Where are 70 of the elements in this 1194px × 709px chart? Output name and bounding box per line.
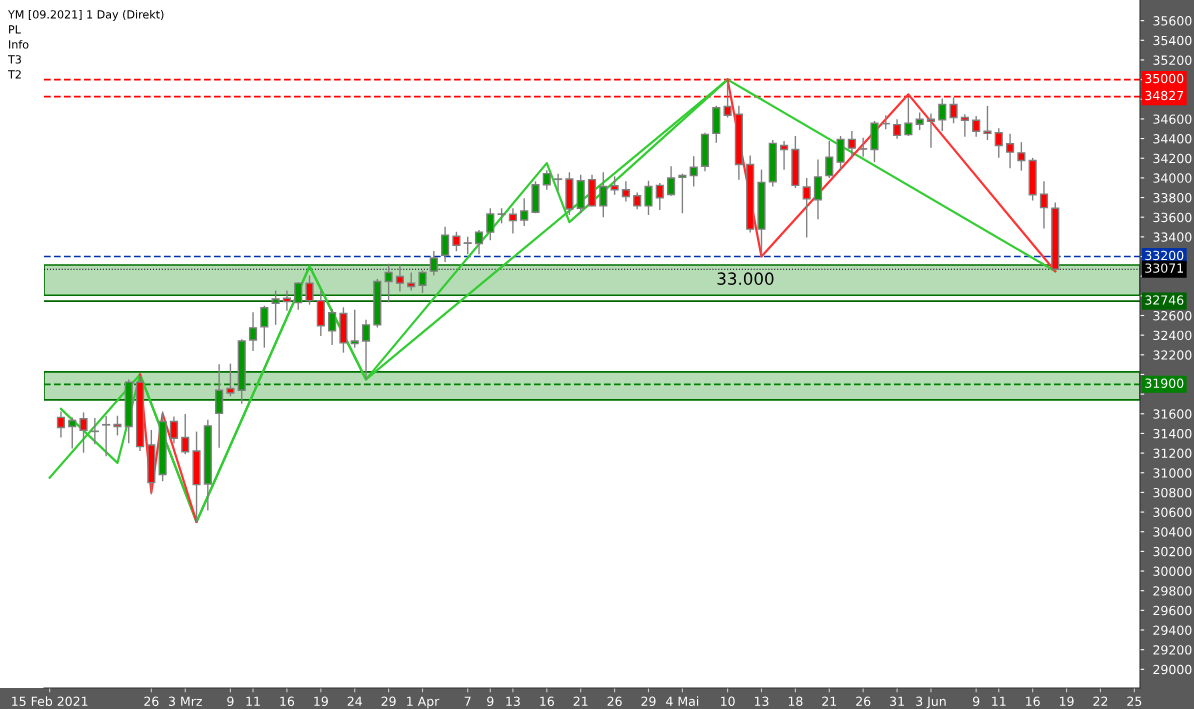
- y-tick-label: 34000: [1153, 173, 1192, 183]
- x-tick-label: 13: [506, 696, 520, 707]
- y-tick-label: 29400: [1153, 625, 1192, 635]
- text: T2: [7, 70, 21, 79]
- y-tick-label: 35400: [1153, 35, 1192, 46]
- ref-line-label: 33071: [1145, 263, 1183, 273]
- ref-line-label: 34827: [1145, 90, 1184, 101]
- x-tick-label: 10: [721, 696, 735, 707]
- x-tick-label: 31: [890, 696, 904, 707]
- x-tick-label: 21: [573, 696, 588, 706]
- x-tick-label: 11: [992, 696, 1006, 706]
- y-tick-label: 35600: [1153, 16, 1192, 26]
- y-tick-label: 31200: [1153, 448, 1192, 459]
- x-tick-label: 13: [754, 696, 769, 707]
- x-tick-label: 22: [1093, 696, 1108, 706]
- y-tick-label: 32600: [1153, 310, 1192, 321]
- y-tick-label: 32400: [1153, 330, 1192, 341]
- x-tick-label: 26: [144, 696, 159, 707]
- y-tick-label: 30800: [1153, 487, 1192, 498]
- x-tick-label: 29: [641, 696, 656, 707]
- ref-line-label: 35000: [1145, 73, 1184, 84]
- text: Info: [9, 40, 29, 49]
- x-tick-label: 24: [347, 696, 362, 706]
- x-tick-label: 18: [788, 696, 803, 707]
- x-tick-label: 9: [227, 696, 234, 707]
- y-tick-label: 30200: [1153, 546, 1192, 557]
- y-tick-label: 29600: [1153, 605, 1192, 616]
- y-tick-label: 29800: [1153, 586, 1192, 596]
- text: YM [09.2021] 1 Day (Direkt): [7, 10, 164, 21]
- x-tick-label: 15 Feb 2021: [12, 696, 88, 707]
- x-tick-label: 19: [1059, 696, 1074, 707]
- y-tick-label: 34600: [1153, 114, 1192, 124]
- y-tick-label: 33800: [1153, 193, 1192, 203]
- x-tick-label: 16: [540, 696, 554, 707]
- y-tick-label: 30600: [1153, 507, 1192, 517]
- x-tick-label: 21: [822, 696, 837, 706]
- x-tick-label: 4 Mai: [666, 696, 699, 707]
- y-tick-label: 34400: [1153, 134, 1192, 144]
- x-tick-label: 9: [487, 696, 494, 707]
- x-tick-label: 7: [464, 696, 471, 706]
- x-tick-label: 29: [381, 696, 396, 707]
- y-tick-label: 34200: [1153, 153, 1192, 164]
- x-tick-label: 16: [1026, 696, 1040, 707]
- y-tick-label: 33400: [1153, 232, 1192, 242]
- y-tick-label: 31400: [1153, 428, 1192, 439]
- x-tick-label: 1 Apr: [407, 696, 440, 709]
- y-tick-label: 35200: [1153, 55, 1192, 65]
- x-tick-label: 26: [607, 696, 622, 707]
- y-tick-label: 31600: [1153, 409, 1192, 419]
- x-tick-label: 3 Jun: [916, 696, 946, 709]
- ref-line-label: 32746: [1145, 295, 1184, 305]
- ref-line-label: 33200: [1145, 250, 1184, 261]
- x-tick-label: 11: [246, 696, 260, 706]
- text: PL: [9, 25, 21, 34]
- y-tick-label: 33600: [1153, 212, 1192, 223]
- y-tick-label: 31000: [1153, 468, 1192, 478]
- x-tick-label: 3 Mrz: [168, 696, 202, 707]
- text: T3: [7, 55, 21, 64]
- x-tick-label: 9: [972, 696, 980, 707]
- y-tick-label: 30400: [1153, 527, 1192, 537]
- x-tick-label: 26: [856, 696, 871, 707]
- y-tick-label: 30000: [1153, 566, 1192, 576]
- x-tick-label: 16: [280, 696, 295, 707]
- ref-line-label: 31900: [1145, 378, 1184, 388]
- y-tick-label: 29200: [1153, 645, 1192, 655]
- y-tick-label: 32200: [1153, 350, 1192, 360]
- x-tick-label: 25: [1127, 696, 1142, 707]
- band-label: 33.000: [717, 272, 774, 285]
- y-tick-label: 29000: [1153, 664, 1192, 675]
- x-tick-label: 19: [314, 696, 328, 707]
